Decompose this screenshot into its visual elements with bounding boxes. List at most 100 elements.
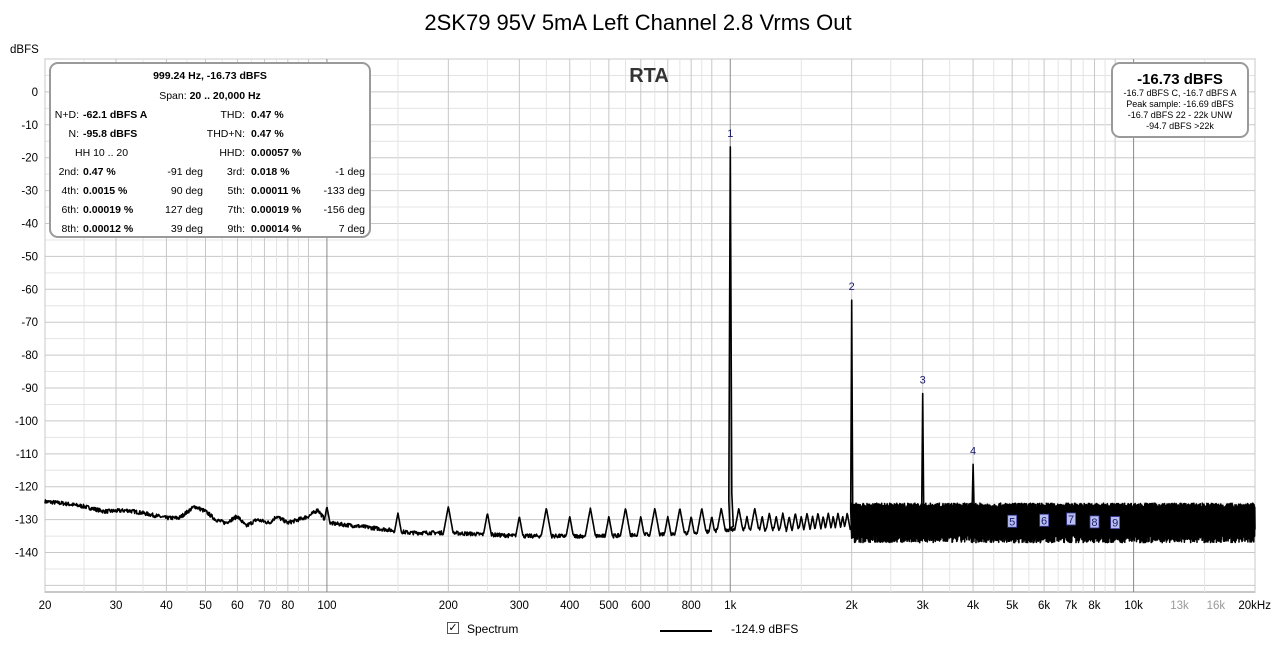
span-row: Span: 20 .. 20,000 Hz — [51, 90, 369, 102]
harmonic-l1-cell: 2nd: — [58, 166, 79, 178]
harmonic-l1-cell: 4th: — [61, 185, 79, 197]
span-value: 20 .. 20,000 Hz — [189, 90, 261, 102]
x-axis-ticks: 20 30 40 50 60 70 80 100 200 300 400 500 600 800 1k 2k 3… — [39, 600, 1272, 612]
spectrum-checkbox[interactable]: ✓ — [447, 622, 459, 634]
x-tick-label: 20 — [39, 600, 52, 612]
y-tick-label: -10 — [21, 120, 38, 132]
x-tick-label: 800 — [682, 600, 701, 612]
y-tick-label: -50 — [21, 251, 38, 263]
x-tick-label: 400 — [560, 600, 579, 612]
x-tick-label: 10k — [1124, 600, 1143, 612]
harmonic-v2-cell: 0.00011 % — [251, 185, 301, 197]
hh-label: HH 10 .. 20 — [75, 147, 129, 159]
x-tick-label: 60 — [231, 600, 244, 612]
x-tick-label: 300 — [510, 600, 529, 612]
harmonic-label: 3 — [920, 375, 926, 387]
harmonic-l2-cell: 7th: — [227, 204, 245, 216]
harmonic-l2-cell: 3rd: — [226, 166, 245, 178]
harmonic-label: 2 — [849, 281, 855, 293]
n-label: N: — [68, 128, 80, 140]
y-tick-label: -130 — [15, 515, 38, 527]
x-tick-label: 30 — [110, 600, 123, 612]
x-tick-label: 70 — [258, 600, 271, 612]
harmonic-v2-cell: 0.018 % — [251, 166, 290, 178]
x-tick-label: 200 — [439, 600, 458, 612]
y-tick-label: -70 — [21, 317, 38, 329]
harmonic-d2-cell: 7 deg — [338, 223, 365, 235]
harmonic-d1-cell: 39 deg — [170, 223, 203, 235]
x-tick-label: 80 — [281, 600, 294, 612]
harmonic-label: 5 — [1009, 516, 1015, 528]
harmonic-d2-cell: -1 deg — [335, 166, 365, 178]
harmonic-markers: 1 2 3 4 5 6 7 8 9 — [727, 128, 1121, 530]
harmonic-marker-box — [1007, 514, 1018, 528]
legend-value: -124.9 dBFS — [731, 622, 799, 636]
level-meter-panel[interactable]: -16.73 dBFS -16.7 dBFS C, -16.7 dBFS A P… — [1111, 62, 1249, 138]
y-tick-label: -20 — [21, 153, 38, 165]
nd-value: -62.1 dBFS A — [83, 109, 148, 121]
x-tick-label: 13k — [1170, 600, 1189, 612]
y-tick-label: 0 — [32, 87, 38, 99]
y-tick-label: -90 — [21, 383, 38, 395]
hhd-value: 0.00057 % — [251, 147, 302, 159]
harmonic-label: 8 — [1091, 517, 1097, 529]
x-tick-label: 3k — [917, 600, 929, 612]
y-tick-label: -30 — [21, 186, 38, 198]
harmonic-l2-cell: 5th: — [227, 185, 245, 197]
harmonic-v1-cell: 0.00019 % — [83, 204, 134, 216]
harmonic-d1-cell: -91 deg — [167, 166, 203, 178]
harmonic-label: 6 — [1041, 515, 1047, 527]
rta-label: RTA — [629, 65, 669, 87]
x-tick-label: 50 — [199, 600, 212, 612]
y-tick-label: -140 — [15, 548, 38, 560]
y-axis-ticks: 0 -10 -20 -30 -40 -50 -60 -70 -80 -90 -100 -110 -120… — [15, 87, 38, 560]
legend-line-swatch — [660, 630, 712, 632]
y-tick-label: -100 — [15, 416, 38, 428]
x-tick-label: 600 — [631, 600, 650, 612]
x-tick-label: 100 — [317, 600, 336, 612]
harmonic-v1-cell: 0.00012 % — [83, 223, 134, 235]
thd-label: THD: — [220, 109, 246, 121]
thd-value: 0.47 % — [251, 109, 284, 121]
x-tick-label: 7k — [1065, 600, 1077, 612]
harmonic-d2-cell: -133 deg — [323, 185, 365, 197]
x-tick-label: 20kHz — [1238, 600, 1271, 612]
harmonic-v1-cell: 0.47 % — [83, 166, 116, 178]
harmonic-l1-cell: 6th: — [61, 204, 79, 216]
chart-title: 2SK79 95V 5mA Left Channel 2.8 Vrms Out — [424, 10, 851, 35]
level-above-22k: -94.7 dBFS >22k — [1146, 121, 1214, 131]
level-weighted: -16.7 dBFS C, -16.7 dBFS A — [1123, 88, 1237, 98]
thdn-value: 0.47 % — [251, 128, 284, 140]
y-axis-label: dBFS — [10, 44, 39, 56]
harmonic-v2-cell: 0.00014 % — [251, 223, 302, 235]
y-tick-label: -40 — [21, 219, 38, 231]
spectrum-trace[interactable] — [44, 146, 1256, 544]
x-tick-label: 16k — [1207, 600, 1226, 612]
y-tick-label: -120 — [15, 482, 38, 494]
harmonic-marker-box — [1066, 512, 1077, 526]
level-peak-sample: Peak sample: -16.69 dBFS — [1126, 99, 1234, 109]
harmonic-d1-cell: 90 deg — [170, 185, 203, 197]
harmonic-marker-box — [1089, 515, 1100, 529]
x-tick-label: 500 — [599, 600, 618, 612]
legend-series-label: Spectrum — [467, 622, 519, 636]
y-tick-label: -110 — [16, 449, 38, 461]
x-tick-label: 2k — [846, 600, 858, 612]
level-main-value: -16.73 dBFS — [1137, 71, 1223, 88]
thdn-label: THD+N: — [206, 128, 245, 140]
y-tick-label: -80 — [21, 350, 38, 362]
n-value: -95.8 dBFS — [83, 128, 138, 140]
info-header: 999.24 Hz, -16.73 dBFS — [153, 70, 267, 82]
harmonic-label: 7 — [1068, 514, 1074, 526]
x-tick-label: 8k — [1088, 600, 1100, 612]
harmonic-label: 9 — [1112, 518, 1118, 530]
harmonic-l1-cell: 8th: — [61, 223, 79, 235]
x-tick-label: 5k — [1006, 600, 1018, 612]
distortion-info-panel[interactable]: 999.24 Hz, -16.73 dBFS Span: 20 .. 20,00… — [49, 62, 371, 238]
nd-label: N+D: — [54, 109, 79, 121]
harmonic-v1-cell: 0.0015 % — [83, 185, 128, 197]
harmonic-l2-cell: 9th: — [227, 223, 245, 235]
x-tick-label: 4k — [967, 600, 979, 612]
x-tick-label: 6k — [1038, 600, 1050, 612]
harmonic-marker-box — [1039, 513, 1050, 527]
